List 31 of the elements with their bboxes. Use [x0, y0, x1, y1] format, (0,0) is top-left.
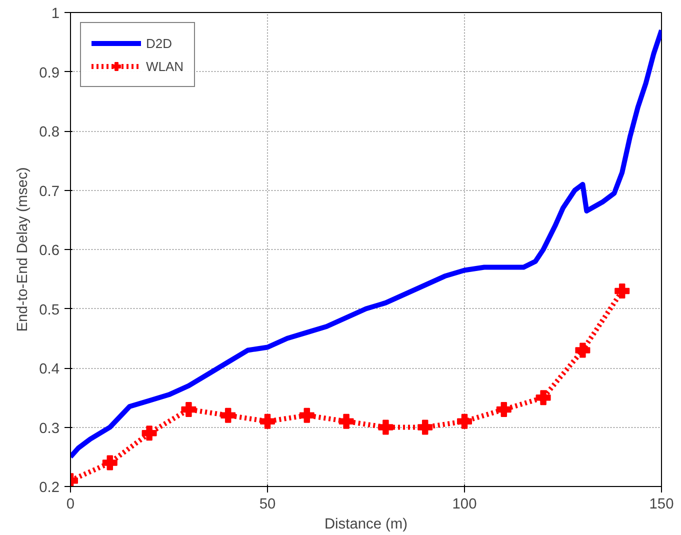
x-tick-label: 100 [452, 496, 477, 512]
point [378, 420, 394, 435]
y-tick-label: 0.6 [39, 243, 60, 259]
x-tick-label: 150 [649, 496, 674, 512]
point [496, 402, 512, 417]
point [338, 414, 354, 429]
point [181, 402, 196, 417]
point [102, 455, 118, 470]
point [142, 426, 157, 441]
y-tick-label: 0.7 [39, 184, 60, 200]
legend-label: WLAN [146, 58, 184, 74]
y-tick-label: 0.9 [39, 65, 60, 82]
y-tick-label: 0.3 [39, 420, 60, 437]
x-tick-label: 50 [259, 496, 276, 512]
point [536, 390, 551, 406]
y-tick-label: 0.2 [39, 480, 60, 496]
point [457, 414, 472, 429]
point [418, 420, 433, 435]
legend-label: D2D [146, 36, 172, 50]
y-axis-title: End-to-End Delay (msec) [15, 167, 32, 332]
point [299, 408, 314, 423]
y-tick-label: 0.5 [39, 302, 60, 318]
point [260, 414, 275, 429]
y-tick-label: 0.4 [39, 362, 60, 378]
y-tick-label: 1 [51, 6, 60, 22]
x-axis-title: Distance (m) [324, 516, 408, 532]
point [575, 342, 590, 358]
point [614, 283, 630, 298]
y-tick-label: 0.8 [39, 124, 60, 140]
point [220, 408, 236, 423]
x-tick-label: 0 [66, 496, 75, 512]
